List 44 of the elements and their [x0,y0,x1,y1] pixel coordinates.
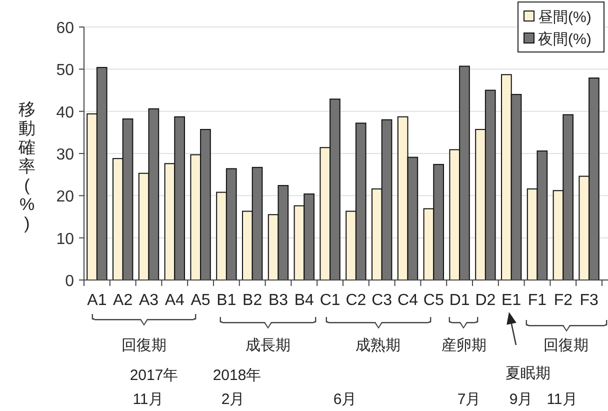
text: 回復期 [122,337,166,354]
x-tick-label: B2 [242,292,262,309]
text: 成長期 [246,337,290,354]
text: 成熟期 [356,337,400,354]
x-tick-label: F2 [554,292,573,309]
x-tick-label: A5 [190,292,210,309]
x-tick-label: A1 [87,292,107,309]
x-tick-label: B1 [216,292,236,309]
y-tick-label: 0 [65,273,74,290]
x-tick-label: F3 [580,292,598,309]
x-tick-label: F1 [528,292,547,309]
x-tick-label: C2 [346,292,366,309]
x-tick-label: C3 [372,292,392,309]
x-tick-label: A4 [164,292,185,309]
text: 2月 [221,391,245,408]
x-tick-label: E1 [502,292,522,309]
legend-label: 夜間(%) [538,31,592,48]
text: 9月 [509,391,533,408]
y-tick-label: 50 [56,62,74,80]
y-tick-label: 30 [56,146,74,164]
x-tick-label: D2 [475,292,496,309]
x-tick-label: B3 [268,292,288,309]
text: 7月 [457,391,481,408]
x-tick-label: C1 [320,292,340,309]
y-tick-label: 10 [56,230,74,248]
x-tick-label: C5 [423,292,444,309]
text: 産卵期 [442,337,486,354]
text: 2017年 [130,367,178,384]
text: 11月 [132,391,164,408]
x-tick-label: A2 [113,292,133,309]
legend-label: 昼間(%) [538,9,592,26]
x-tick-label: B4 [294,292,314,309]
x-tick-label: D1 [449,292,470,309]
text: 2018年 [212,367,262,384]
text: 6月 [333,391,357,408]
y-tick-label: 20 [56,188,74,206]
y-tick-label: 40 [56,104,74,122]
x-tick-label: A3 [138,292,159,309]
y-axis-title: 移動確率(%) [18,100,36,233]
x-tick-label: C4 [398,292,418,309]
text: 回復期 [544,337,588,354]
text: 11月 [546,391,578,408]
text: 夏眠期 [506,365,550,382]
y-tick-label: 60 [56,20,74,37]
